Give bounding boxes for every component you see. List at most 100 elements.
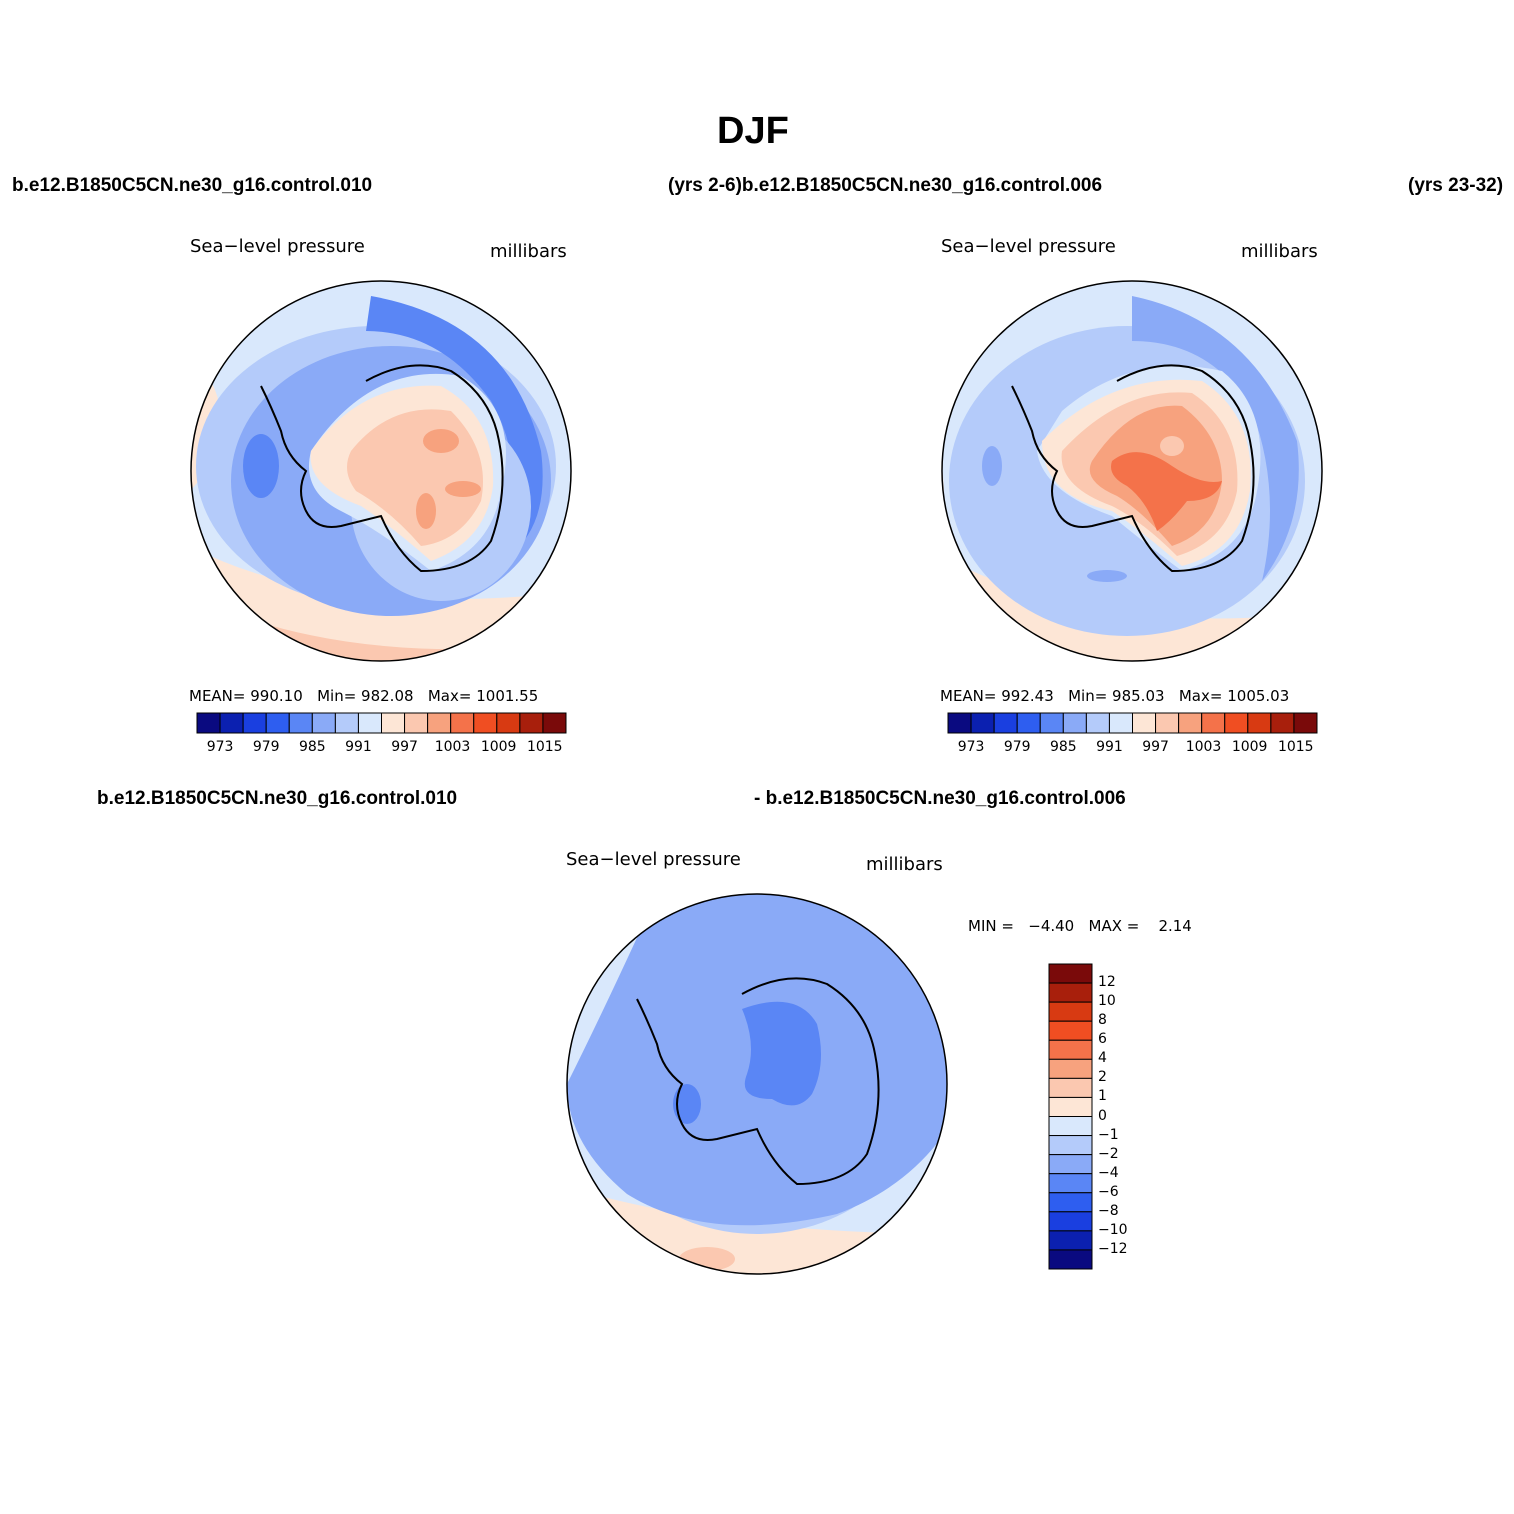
colorbar-box [1048,1154,1093,1175]
colorbar-box [1048,1058,1093,1079]
panel-1-units: millibars [490,241,567,262]
colorbar-tick-label: −6 [1098,1183,1119,1200]
colorbar-tick-label: −4 [1098,1164,1119,1181]
panel-2-map [941,280,1323,662]
colorbar-box [1048,1230,1093,1251]
colorbar-box [357,712,382,734]
colorbar-tick-label: 4 [1098,1050,1107,1067]
colorbar-tick-label: 973 [206,739,234,755]
panel-diff-max-label: MAX = [1088,917,1140,935]
colorbar-tick-label: 991 [345,739,372,755]
panel-2-mean: 992.43 [1001,687,1054,705]
colorbar-box [970,712,995,734]
colorbar-tick-label: −8 [1098,1202,1119,1219]
colorbar-tick-label: 1009 [480,739,517,755]
panel-1-variable: Sea−level pressure [190,236,365,257]
colorbar-box [1270,712,1295,734]
colorbar-tick-label: 979 [1003,739,1031,755]
colorbar-tick-label: −1 [1098,1126,1119,1143]
colorbar-box [1039,712,1064,734]
colorbar-box [450,712,475,734]
colorbar-box [1293,712,1318,734]
panel-diff-min-label: MIN = [968,917,1014,935]
colorbar-tick-label: 997 [391,739,418,755]
panel-2-max: 1005.03 [1227,687,1290,705]
colorbar-box [334,712,359,734]
colorbar-tick-label: 979 [252,739,280,755]
colorbar-box [242,712,267,734]
colorbar-tick-label: 1009 [1231,739,1268,755]
colorbar-box [1048,1173,1093,1194]
panel-diff-max: 2.14 [1158,917,1192,935]
colorbar-tick-label: 985 [1049,739,1077,755]
colorbar-box [1048,1077,1093,1098]
colorbar-box [496,712,521,734]
colorbar-tick-label: 991 [1096,739,1123,755]
colorbar-tick-label: 1015 [1277,739,1314,755]
colorbar-box [1155,712,1180,734]
panel-diff-colorbar [1048,963,1093,1270]
panel-1-min-label: Min= [317,687,357,705]
colorbar-box [196,712,221,734]
colorbar-tick-label: 1003 [1185,739,1222,755]
colorbar-box [1048,1096,1093,1117]
panel-2-units: millibars [1241,241,1318,262]
colorbar-tick-label: 1 [1098,1088,1107,1105]
case-label-bottom-left: b.e12.B1850C5CN.ne30_g16.control.010 [97,788,458,809]
colorbar-tick-label: 6 [1098,1031,1107,1048]
colorbar-box [993,712,1018,734]
colorbar-box [1048,1001,1093,1022]
colorbar-box [1108,712,1133,734]
panel-2-colorbar [947,712,1318,734]
colorbar-box [1224,712,1249,734]
colorbar-box [265,712,290,734]
panel-diff-units: millibars [866,854,943,875]
colorbar-tick-label: 973 [957,739,985,755]
panel-1-colorbar [196,712,567,734]
colorbar-box [1048,1192,1093,1213]
panel-diff-min: −4.40 [1028,917,1075,935]
panel-2-min: 985.03 [1112,687,1165,705]
panel-2-mean-label: MEAN= [940,687,997,705]
panel-2-variable: Sea−level pressure [941,236,1116,257]
colorbar-tick-label: −12 [1098,1240,1128,1257]
colorbar-box [1048,1020,1093,1041]
colorbar-tick-label: 1015 [526,739,563,755]
panel-diff-stats: MIN = −4.40 MAX = 2.14 [968,917,1192,935]
panel-1-max-label: Max= [427,687,472,705]
colorbar-box [427,712,452,734]
colorbar-box [473,712,498,734]
colorbar-tick-label: 8 [1098,1012,1107,1029]
colorbar-box [1016,712,1041,734]
panel-2-max-label: Max= [1178,687,1223,705]
colorbar-tick-label: 985 [298,739,326,755]
colorbar-box [1048,982,1093,1003]
colorbar-box [1048,1039,1093,1060]
colorbar-box [1178,712,1203,734]
colorbar-box [1048,963,1093,984]
colorbar-box [947,712,972,734]
colorbar-box [288,712,313,734]
colorbar-tick-label: 0 [1098,1107,1107,1124]
case-label-top-right: (yrs 23-32) [1408,175,1504,196]
colorbar-box [1048,1249,1093,1270]
panel-diff-variable: Sea−level pressure [566,849,741,870]
colorbar-tick-label: −2 [1098,1145,1119,1162]
colorbar-tick-label: 2 [1098,1069,1107,1086]
colorbar-box [1201,712,1226,734]
panel-1-min: 982.08 [361,687,414,705]
colorbar-box [1048,1135,1093,1156]
panel-1-map [190,280,572,662]
colorbar-box [1132,712,1157,734]
panel-2-min-label: Min= [1068,687,1108,705]
colorbar-box [219,712,244,734]
colorbar-box [404,712,429,734]
colorbar-tick-label: 997 [1142,739,1169,755]
panel-1-mean-label: MEAN= [189,687,246,705]
colorbar-tick-label: 12 [1098,974,1116,991]
colorbar-box [519,712,544,734]
panel-diff-map [566,893,948,1275]
colorbar-box [1048,1116,1093,1137]
colorbar-tick-label: 10 [1098,993,1116,1010]
colorbar-box [381,712,406,734]
